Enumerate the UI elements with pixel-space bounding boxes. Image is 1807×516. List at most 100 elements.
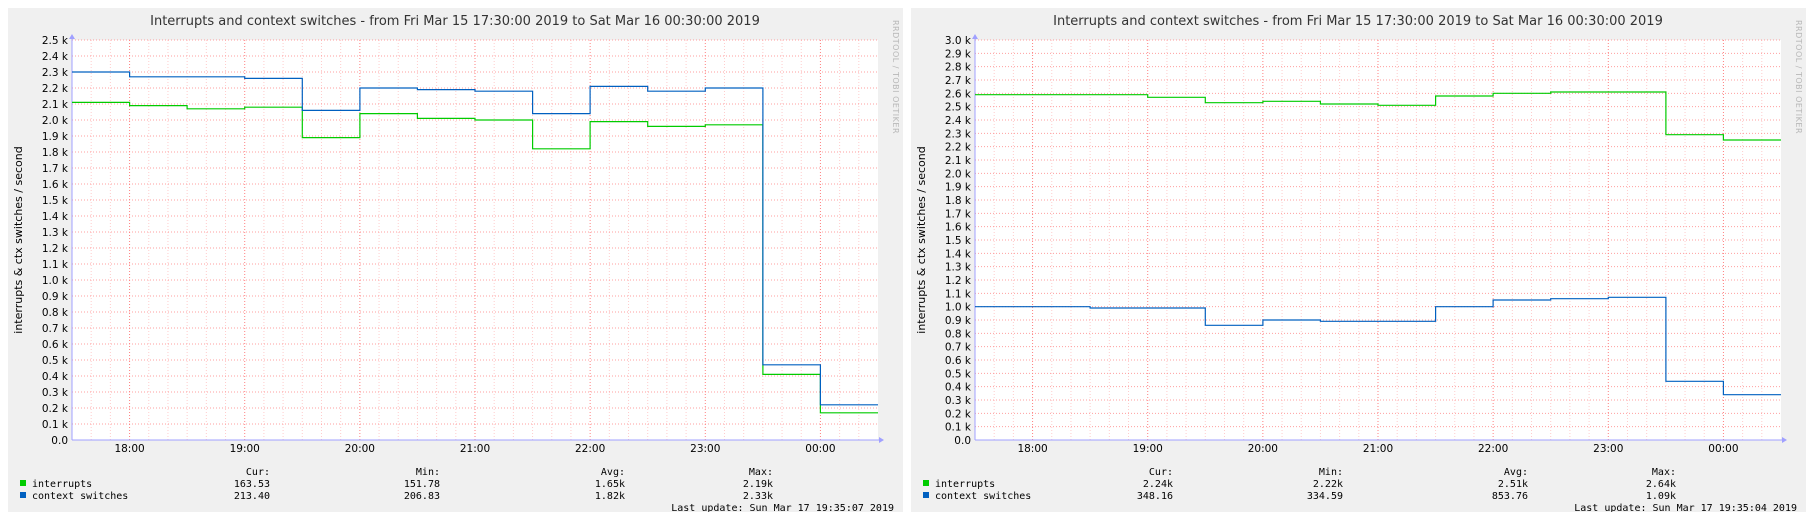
y-tick-label: 2.2 k xyxy=(42,83,69,95)
legend-header-cur: Cur: xyxy=(1149,467,1173,478)
y-tick-label: 2.3 k xyxy=(42,67,69,79)
legend-value-max: 2.19k xyxy=(743,479,773,490)
y-tick-label: 0.8 k xyxy=(945,328,972,340)
y-tick-label: 2.4 k xyxy=(42,51,69,63)
y-tick-label: 1.3 k xyxy=(42,227,69,239)
y-tick-label: 1.8 k xyxy=(945,195,972,207)
y-tick-label: 0.9 k xyxy=(42,291,69,303)
series-line-context-switches xyxy=(975,296,1781,396)
y-tick-label: 1.4 k xyxy=(945,248,972,260)
x-tick-label: 21:00 xyxy=(1363,443,1393,455)
y-tick-label: 2.0 k xyxy=(945,168,972,180)
y-tick-label: 2.7 k xyxy=(945,75,972,87)
y-tick-label: 1.5 k xyxy=(945,235,972,247)
x-tick-label: 19:00 xyxy=(230,443,260,455)
series-line-interrupts xyxy=(72,101,878,414)
legend-header-avg: Avg: xyxy=(1504,467,1528,478)
y-tick-label: 1.1 k xyxy=(945,288,972,300)
legend-value-min: 334.59 xyxy=(1307,491,1343,502)
legend-value-avg: 1.65k xyxy=(595,479,625,490)
y-tick-label: 2.5 k xyxy=(42,35,69,47)
y-tick-label: 1.2 k xyxy=(42,243,69,255)
chart-right: Interrupts and context switches - from F… xyxy=(915,14,1803,514)
y-tick-label: 0.5 k xyxy=(42,355,69,367)
legend-value-cur: 2.24k xyxy=(1143,479,1173,490)
y-tick-label: 0.2 k xyxy=(42,403,69,415)
x-axis-arrow xyxy=(1782,437,1787,443)
watermark: RRDTOOL / TOBI OETIKER xyxy=(1794,20,1803,134)
legend-swatch-interrupts xyxy=(923,480,929,486)
y-tick-label: 1.6 k xyxy=(42,179,69,191)
y-tick-label: 1.4 k xyxy=(42,211,69,223)
legend-header-avg: Avg: xyxy=(601,467,625,478)
y-tick-label: 2.2 k xyxy=(945,142,972,154)
y-tick-label: 0.6 k xyxy=(42,339,69,351)
legend-swatch-interrupts xyxy=(20,480,26,486)
chart-panel-left: Interrupts and context switches - from F… xyxy=(8,8,903,514)
y-tick-label: 1.0 k xyxy=(945,302,972,314)
y-tick-label: 1.2 k xyxy=(945,275,972,287)
series-line-context-switches xyxy=(72,71,878,406)
legend-swatch-context-switches xyxy=(923,492,929,498)
chart-left: Interrupts and context switches - from F… xyxy=(12,14,900,514)
legend-header-cur: Cur: xyxy=(246,467,270,478)
y-tick-label: 0.2 k xyxy=(945,408,972,420)
x-tick-label: 20:00 xyxy=(345,443,375,455)
chart-title: Interrupts and context switches - from F… xyxy=(1053,14,1663,29)
watermark: RRDTOOL / TOBI OETIKER xyxy=(891,20,900,134)
y-tick-label: 2.8 k xyxy=(945,62,972,74)
x-tick-label: 23:00 xyxy=(1593,443,1623,455)
legend-value-avg: 1.82k xyxy=(595,491,625,502)
x-tick-label: 18:00 xyxy=(1017,443,1047,455)
y-tick-label: 2.0 k xyxy=(42,115,69,127)
legend-label: context switches xyxy=(32,491,128,502)
legend-value-max: 2.64k xyxy=(1646,479,1676,490)
y-tick-label: 1.6 k xyxy=(945,222,972,234)
legend-header-min: Min: xyxy=(1319,467,1343,478)
legend-value-max: 1.09k xyxy=(1646,491,1676,502)
chart-title: Interrupts and context switches - from F… xyxy=(150,14,760,29)
y-axis-label: interrupts & ctx switches / second xyxy=(12,146,25,333)
y-tick-label: 0.0 xyxy=(51,435,68,447)
y-tick-label: 0.9 k xyxy=(945,315,972,327)
y-tick-label: 0.5 k xyxy=(945,368,972,380)
legend-value-min: 206.83 xyxy=(404,491,440,502)
x-tick-label: 19:00 xyxy=(1133,443,1163,455)
last-update: Last update: Sun Mar 17 19:35:07 2019 xyxy=(671,503,894,512)
y-tick-label: 0.0 xyxy=(954,435,971,447)
x-tick-label: 23:00 xyxy=(690,443,720,455)
x-tick-label: 20:00 xyxy=(1248,443,1278,455)
y-tick-label: 1.1 k xyxy=(42,259,69,271)
y-tick-label: 2.3 k xyxy=(945,128,972,140)
x-tick-label: 21:00 xyxy=(460,443,490,455)
legend-value-avg: 853.76 xyxy=(1492,491,1528,502)
y-tick-label: 1.9 k xyxy=(42,131,69,143)
y-tick-label: 0.3 k xyxy=(945,395,972,407)
x-axis-arrow xyxy=(879,437,884,443)
y-tick-label: 2.1 k xyxy=(945,155,972,167)
legend-value-cur: 163.53 xyxy=(234,479,270,490)
y-axis-label: interrupts & ctx switches / second xyxy=(915,146,928,333)
legend-header-max: Max: xyxy=(749,467,773,478)
series-line-interrupts xyxy=(975,91,1781,141)
y-tick-label: 1.0 k xyxy=(42,275,69,287)
x-tick-label: 22:00 xyxy=(575,443,605,455)
y-tick-label: 2.5 k xyxy=(945,102,972,114)
y-tick-label: 0.1 k xyxy=(945,422,972,434)
y-tick-label: 1.3 k xyxy=(945,262,972,274)
legend-header-max: Max: xyxy=(1652,467,1676,478)
y-tick-label: 0.6 k xyxy=(945,355,972,367)
legend-header-min: Min: xyxy=(416,467,440,478)
x-tick-label: 18:00 xyxy=(114,443,144,455)
y-tick-label: 3.0 k xyxy=(945,35,972,47)
legend-swatch-context-switches xyxy=(20,492,26,498)
legend-value-min: 2.22k xyxy=(1313,479,1343,490)
legend-label: context switches xyxy=(935,491,1031,502)
legend-value-avg: 2.51k xyxy=(1498,479,1528,490)
y-tick-label: 1.8 k xyxy=(42,147,69,159)
y-tick-label: 1.5 k xyxy=(42,195,69,207)
y-tick-label: 1.9 k xyxy=(945,182,972,194)
legend-label: interrupts xyxy=(935,479,995,490)
y-axis-arrow xyxy=(972,34,978,39)
y-tick-label: 1.7 k xyxy=(42,163,69,175)
